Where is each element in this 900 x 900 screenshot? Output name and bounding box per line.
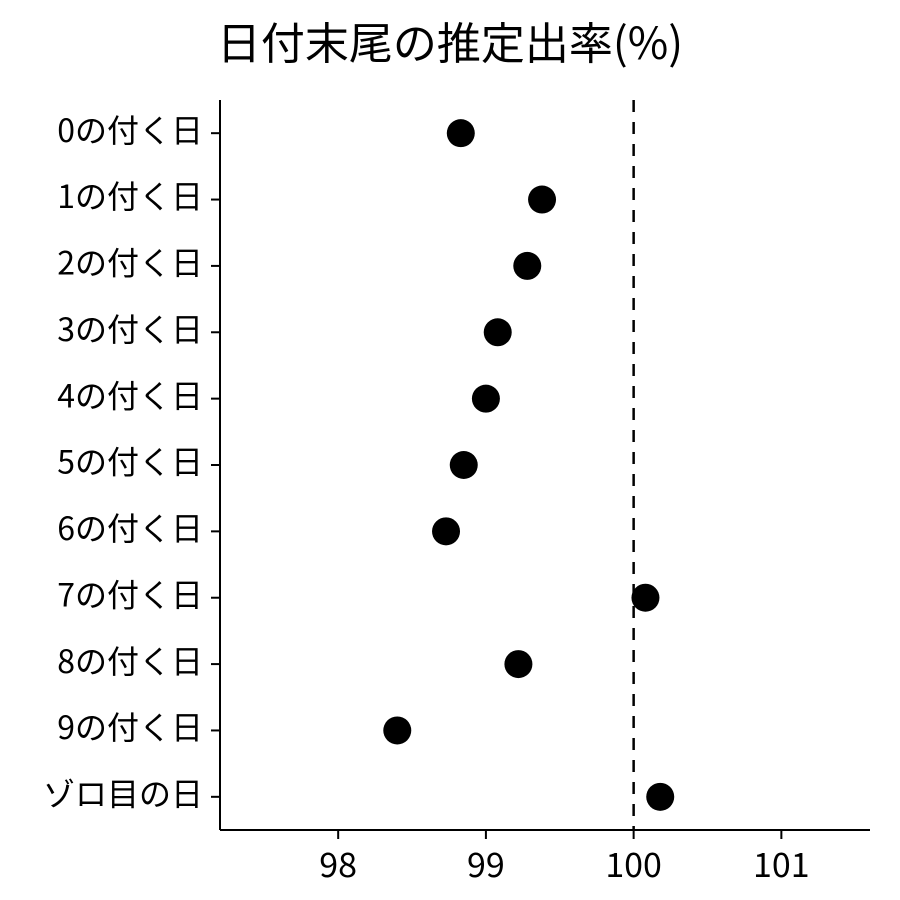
x-tick-label: 99	[467, 838, 505, 887]
chart-title: 日付末尾の推定出率(%)	[0, 8, 900, 72]
x-tick-label: 100	[605, 838, 662, 887]
y-category-label: 0の付く日	[57, 106, 203, 152]
y-category-label: 4の付く日	[57, 371, 203, 417]
data-point	[528, 186, 556, 214]
y-category-label: 2の付く日	[57, 239, 203, 285]
y-category-label: 9の付く日	[57, 703, 203, 749]
y-category-label: 5の付く日	[57, 438, 203, 484]
data-point	[432, 517, 460, 545]
data-point	[484, 318, 512, 346]
data-point	[447, 119, 475, 147]
data-point	[646, 783, 674, 811]
y-category-label: 3の付く日	[57, 305, 203, 351]
data-point	[504, 650, 532, 678]
y-category-label: 7の付く日	[57, 570, 203, 616]
y-category-label: 8の付く日	[57, 637, 203, 683]
data-point	[450, 451, 478, 479]
data-point	[513, 252, 541, 280]
chart-svg: 98 99 100 101 0の付く日 1の付く日 2の付く日 3の付く日 4の付く日 5の付く日…	[0, 0, 900, 900]
y-category-label: 1の付く日	[57, 172, 203, 218]
y-category-label: ゾロ目の日	[43, 770, 203, 816]
x-tick-label: 98	[319, 838, 357, 887]
data-point	[472, 385, 500, 413]
data-point	[383, 716, 411, 744]
chart-stage: 日付末尾の推定出率(%) 98 99 100 101 0の付く日 1の付く日 2の付く日 3の…	[0, 0, 900, 900]
data-point	[631, 584, 659, 612]
x-tick-label: 101	[753, 838, 810, 887]
y-category-label: 6の付く日	[57, 504, 203, 550]
